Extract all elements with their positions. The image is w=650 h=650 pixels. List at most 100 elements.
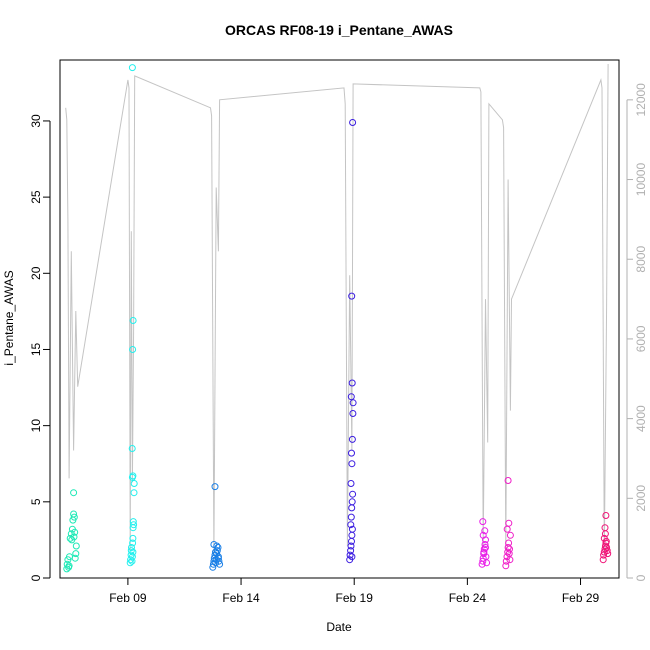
data-point	[70, 533, 78, 541]
data-point	[348, 435, 356, 443]
data-point	[128, 445, 136, 452]
y2-tick-label: 12000	[634, 83, 648, 117]
data-point	[347, 393, 355, 401]
data-point	[506, 556, 514, 564]
data-point	[502, 562, 510, 570]
data-point	[479, 518, 487, 526]
data-point	[129, 346, 137, 353]
data-point	[129, 534, 137, 542]
chart-title: ORCAS RF08-19 i_Pentane_AWAS	[225, 22, 453, 38]
data-point	[348, 460, 356, 468]
data-point	[128, 544, 135, 551]
y-tick-label: 15	[29, 342, 43, 356]
y-tick-label: 10	[29, 419, 43, 433]
data-point	[130, 480, 138, 487]
y-tick-label: 25	[29, 190, 43, 204]
data-point	[70, 489, 78, 497]
y2-tick-label: 0	[634, 574, 648, 581]
data-point	[129, 472, 137, 480]
y-tick-label: 30	[29, 114, 43, 128]
data-point	[129, 548, 137, 556]
data-point	[348, 292, 356, 300]
data-point	[130, 521, 138, 529]
y2-tick-label: 8000	[634, 246, 648, 273]
y-tick-label: 5	[29, 498, 43, 505]
data-point	[599, 556, 607, 564]
data-point	[480, 545, 488, 553]
x-tick-label: Feb 09	[109, 591, 147, 605]
data-point	[348, 525, 356, 533]
altitude-trace-line	[65, 63, 609, 555]
x-axis-label: Date	[326, 620, 352, 634]
data-point	[211, 483, 219, 491]
y-axis-label: i_Pentane_AWAS	[2, 270, 16, 365]
data-point	[601, 524, 609, 532]
data-point	[130, 489, 138, 497]
y2-tick-label: 4000	[634, 405, 648, 432]
y2-tick-label: 6000	[634, 325, 648, 352]
y2-tick-label: 2000	[634, 485, 648, 512]
x-axis: Feb 09 Feb 14 Feb 19 Feb 24 Feb 29	[109, 577, 600, 605]
data-point	[70, 510, 78, 518]
data-point	[128, 553, 136, 561]
data-point	[215, 557, 223, 565]
data-point	[129, 539, 137, 547]
data-point	[480, 548, 488, 556]
data-points-layer	[63, 64, 612, 573]
x-tick-label: Feb 24	[449, 591, 487, 605]
data-point	[348, 449, 355, 457]
data-point	[129, 317, 137, 324]
data-point	[348, 504, 356, 512]
data-point	[128, 64, 136, 72]
data-point	[214, 554, 222, 562]
data-point	[347, 513, 355, 521]
data-point	[66, 534, 74, 542]
data-point	[506, 531, 514, 539]
data-point	[71, 554, 79, 562]
data-point	[602, 512, 610, 519]
data-point	[128, 557, 136, 565]
data-point	[70, 513, 78, 521]
x-tick-label: Feb 19	[336, 591, 374, 605]
data-point	[349, 410, 357, 417]
data-point	[503, 525, 511, 533]
data-point	[482, 544, 489, 551]
data-point	[347, 521, 355, 529]
data-point	[603, 547, 611, 555]
y-tick-label: 20	[29, 266, 43, 280]
data-point	[348, 553, 356, 561]
data-point	[348, 531, 356, 539]
data-point	[604, 550, 612, 558]
data-point	[481, 541, 489, 548]
data-point	[601, 542, 609, 550]
y-tick-label: 0	[29, 574, 43, 581]
data-point	[479, 531, 487, 539]
data-point	[65, 562, 73, 570]
y-axis-left: 0 5 10 15 20 25 30	[29, 114, 51, 581]
x-tick-label: Feb 29	[562, 591, 600, 605]
data-point	[72, 542, 80, 550]
data-point	[481, 527, 489, 535]
data-point	[483, 559, 491, 567]
data-point	[72, 550, 80, 558]
data-point	[348, 379, 356, 387]
data-point	[71, 528, 79, 536]
data-point	[505, 539, 513, 547]
data-point	[506, 545, 513, 553]
data-point	[346, 551, 354, 559]
x-tick-label: Feb 14	[222, 591, 260, 605]
data-point	[349, 119, 357, 126]
plot-area-frame	[59, 59, 620, 579]
data-point	[348, 498, 356, 506]
altitude-trace-layer	[65, 63, 609, 555]
y2-tick-label: 10000	[634, 163, 648, 197]
y-axis-right: 0 2000 4000 6000 8000 10000 12000	[626, 83, 648, 581]
data-point	[602, 537, 610, 545]
data-point	[126, 559, 134, 567]
data-point	[504, 477, 512, 484]
data-point	[349, 399, 357, 407]
data-point	[502, 557, 510, 565]
data-point	[347, 480, 355, 487]
data-point	[505, 519, 513, 527]
